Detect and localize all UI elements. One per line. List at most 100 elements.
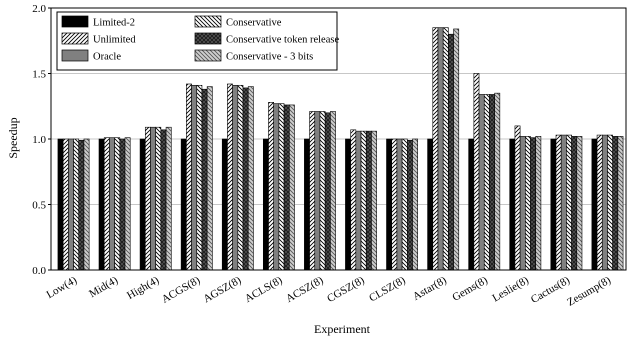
x-tick-label: Low(4) — [44, 274, 79, 301]
bar-oracle-acsz-8- — [314, 111, 321, 271]
bar-oracle-acgs-8- — [191, 84, 198, 271]
bar-unlimited-low-4- — [62, 138, 69, 271]
bar-oracle-agsz-8- — [232, 84, 239, 271]
bar-conservative-token-release-acgs-8- — [201, 88, 208, 271]
y-tick-label: 1.0 — [32, 134, 46, 146]
bar-unlimited-leslie-8- — [514, 125, 521, 271]
bar-oracle-clsz-8- — [396, 138, 403, 271]
bar-unlimited-clsz-8- — [391, 138, 398, 271]
bar-conservative-3-bits-gems-8- — [494, 92, 501, 271]
bar-conservative-astar-8- — [442, 27, 449, 271]
legend-label: Unlimited — [93, 35, 136, 46]
bar-conservative-3-bits-zesump-8- — [617, 136, 624, 271]
bar-unlimited-cgsz-8- — [350, 129, 357, 271]
bar-conservative-zesump-8- — [607, 134, 613, 271]
bar-conservative-token-release-acsz-8- — [324, 112, 331, 271]
bar-conservative-3-bits-acls-8- — [288, 104, 295, 271]
bar-oracle-zesump-8- — [601, 134, 608, 271]
bar-conservative-token-release-zesump-8- — [612, 136, 619, 271]
legend-label: Oracle — [93, 52, 121, 63]
bar-limited-2-leslie-8- — [509, 138, 516, 271]
bar-conservative-leslie-8- — [525, 136, 531, 271]
bar-conservative-3-bits-low-4- — [83, 138, 90, 271]
bar-conservative-3-bits-acsz-8- — [330, 111, 336, 271]
bar-unlimited-acsz-8- — [309, 111, 316, 271]
bar-conservative-cgsz-8- — [360, 130, 367, 271]
bar-conservative-3-bits-high-4- — [165, 126, 172, 271]
bar-conservative-3-bits-leslie-8- — [535, 136, 542, 271]
bar-unlimited-gems-8- — [473, 73, 480, 271]
legend-swatch — [61, 32, 89, 45]
bar-unlimited-acgs-8- — [186, 83, 192, 271]
bar-unlimited-cactus-8- — [555, 134, 562, 271]
bar-conservative-high-4- — [155, 126, 162, 271]
bar-conservative-token-release-cactus-8- — [571, 136, 578, 271]
bar-unlimited-acls-8- — [268, 102, 274, 271]
x-tick-label: ACLS(8) — [243, 274, 285, 305]
bar-conservative-token-release-agsz-8- — [242, 87, 249, 271]
bar-conservative-mid-4- — [114, 137, 121, 271]
x-tick-label: Zesump(8) — [565, 274, 613, 309]
bar-oracle-high-4- — [150, 126, 156, 271]
bar-conservative-gems-8- — [483, 94, 490, 271]
legend-label: Limited-2 — [93, 18, 135, 29]
bar-unlimited-agsz-8- — [227, 83, 233, 271]
bar-oracle-astar-8- — [437, 27, 444, 271]
legend-label: Conservative — [226, 18, 282, 29]
bar-unlimited-astar-8- — [432, 27, 439, 271]
bar-conservative-3-bits-cgsz-8- — [371, 130, 377, 271]
bar-conservative-token-release-acls-8- — [283, 104, 290, 271]
bar-unlimited-high-4- — [144, 126, 151, 271]
bar-conservative-token-release-cgsz-8- — [365, 130, 372, 271]
bar-oracle-low-4- — [68, 138, 74, 271]
x-axis-title: Experiment — [314, 322, 371, 336]
y-tick-label: 1.5 — [32, 69, 46, 81]
x-tick-labels: Low(4) Mid(4) High(4)ACGS(8) AGSZ(8) ACLS(8)… — [44, 274, 613, 309]
bar-conservative-token-release-leslie-8- — [530, 137, 537, 271]
bar-oracle-gems-8- — [478, 94, 485, 271]
x-tick-label: High(4) — [125, 274, 161, 302]
bar-limited-2-gems-8- — [468, 138, 475, 271]
bar-conservative-3-bits-astar-8- — [453, 28, 460, 271]
bar-limited-2-zesump-8- — [591, 138, 598, 271]
y-tick-labels: 0.0 0.5 1.0 1.5 2.0 — [32, 3, 51, 277]
bar-conservative-3-bits-agsz-8- — [247, 86, 254, 271]
y-axis-title: Speedup — [6, 117, 20, 158]
bar-conservative-3-bits-acgs-8- — [206, 86, 213, 271]
bar-conservative-token-release-high-4- — [160, 129, 167, 271]
bar-limited-2-mid-4- — [98, 138, 105, 271]
legend-label: Conservative token release — [226, 35, 339, 46]
bar-oracle-cgsz-8- — [355, 130, 362, 271]
bar-oracle-leslie-8- — [519, 136, 526, 271]
bar-conservative-acls-8- — [278, 103, 285, 271]
bar-limited-2-acls-8- — [262, 138, 269, 271]
legend-swatch — [194, 49, 222, 62]
bar-conservative-token-release-mid-4- — [119, 138, 126, 271]
bar-conservative-acgs-8- — [196, 84, 203, 271]
y-tick-label: 2.0 — [32, 3, 46, 15]
legend-label: Conservative - 3 bits — [226, 52, 313, 63]
x-tick-label: Leslie(8) — [490, 274, 531, 304]
bar-limited-2-high-4- — [139, 138, 146, 271]
x-tick-label: AGSZ(8) — [201, 274, 243, 305]
bar-limited-2-acsz-8- — [304, 138, 310, 271]
bar-conservative-3-bits-mid-4- — [124, 137, 131, 271]
bar-oracle-cactus-8- — [560, 134, 567, 271]
y-tick-label: 0.0 — [32, 265, 46, 277]
y-tick-label: 0.5 — [32, 200, 46, 212]
legend-swatch — [61, 49, 89, 62]
bar-conservative-3-bits-cactus-8- — [576, 136, 583, 271]
bar-conservative-acsz-8- — [319, 111, 326, 271]
bar-oracle-acls-8- — [273, 103, 280, 271]
bar-limited-2-cactus-8- — [550, 138, 557, 271]
x-tick-label: CGSZ(8) — [325, 274, 367, 305]
x-tick-label: Gems(8) — [450, 274, 490, 304]
x-tick-label: CLSZ(8) — [367, 274, 408, 304]
x-tick-label: ACGS(8) — [160, 274, 203, 306]
bar-limited-2-cgsz-8- — [345, 138, 351, 271]
bar-unlimited-zesump-8- — [596, 134, 603, 271]
x-tick-label: Astar(8) — [411, 274, 449, 303]
bar-conservative-cactus-8- — [566, 134, 572, 271]
bar-conservative-token-release-gems-8- — [489, 94, 495, 271]
